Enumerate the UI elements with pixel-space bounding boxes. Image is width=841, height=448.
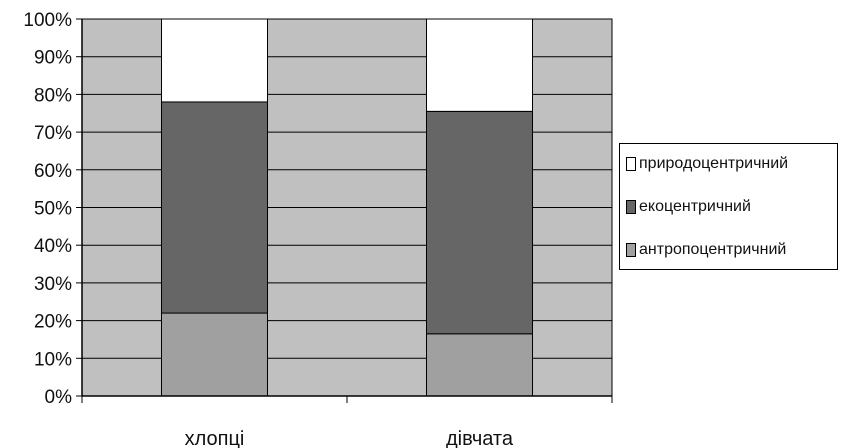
legend-label-eco: екоцентричний	[639, 198, 751, 215]
legend-swatch-anthropo	[626, 243, 636, 257]
y-tick-label: 10%	[34, 349, 72, 370]
y-tick-label: 90%	[34, 48, 72, 69]
y-tick-labels: 0% 10% 20% 30% 40% 50% 60% 70% 80% 90% 100%	[23, 10, 72, 408]
legend-item-natural: природоцентричний	[626, 154, 788, 174]
bar-segment	[426, 110, 533, 335]
x-category-label: дівчата	[446, 428, 514, 448]
legend-swatch-eco	[626, 200, 636, 214]
legend-label-anthropo: антропоцентричний	[639, 241, 787, 258]
y-tick-label: 0%	[45, 387, 73, 408]
y-tick-label: 20%	[34, 312, 72, 333]
bar-segment	[426, 333, 533, 397]
bar-segment	[161, 101, 268, 314]
x-category-labels: хлопці дівчата	[185, 428, 514, 448]
y-tick-label: 100%	[23, 10, 72, 31]
x-category-label: хлопці	[185, 428, 245, 448]
y-tick-label: 70%	[34, 123, 72, 144]
legend-label-natural: природоцентричний	[639, 155, 789, 172]
legend-item-anthropo: антропоцентричний	[626, 240, 786, 260]
bar-segment	[161, 18, 268, 103]
axes	[76, 18, 613, 403]
legend-item-eco: екоцентричний	[626, 197, 751, 217]
bar-segment	[161, 312, 268, 397]
y-tick-label: 50%	[34, 199, 72, 220]
legend-swatch-natural	[626, 157, 636, 171]
bar-stacks	[161, 18, 533, 397]
y-tick-label: 60%	[34, 161, 72, 182]
bar-segment	[426, 18, 533, 112]
y-tick-label: 40%	[34, 236, 72, 257]
legend: природоцентричний екоцентричний антропоц…	[619, 143, 838, 270]
y-tick-label: 30%	[34, 274, 72, 295]
y-tick-label: 80%	[34, 85, 72, 106]
